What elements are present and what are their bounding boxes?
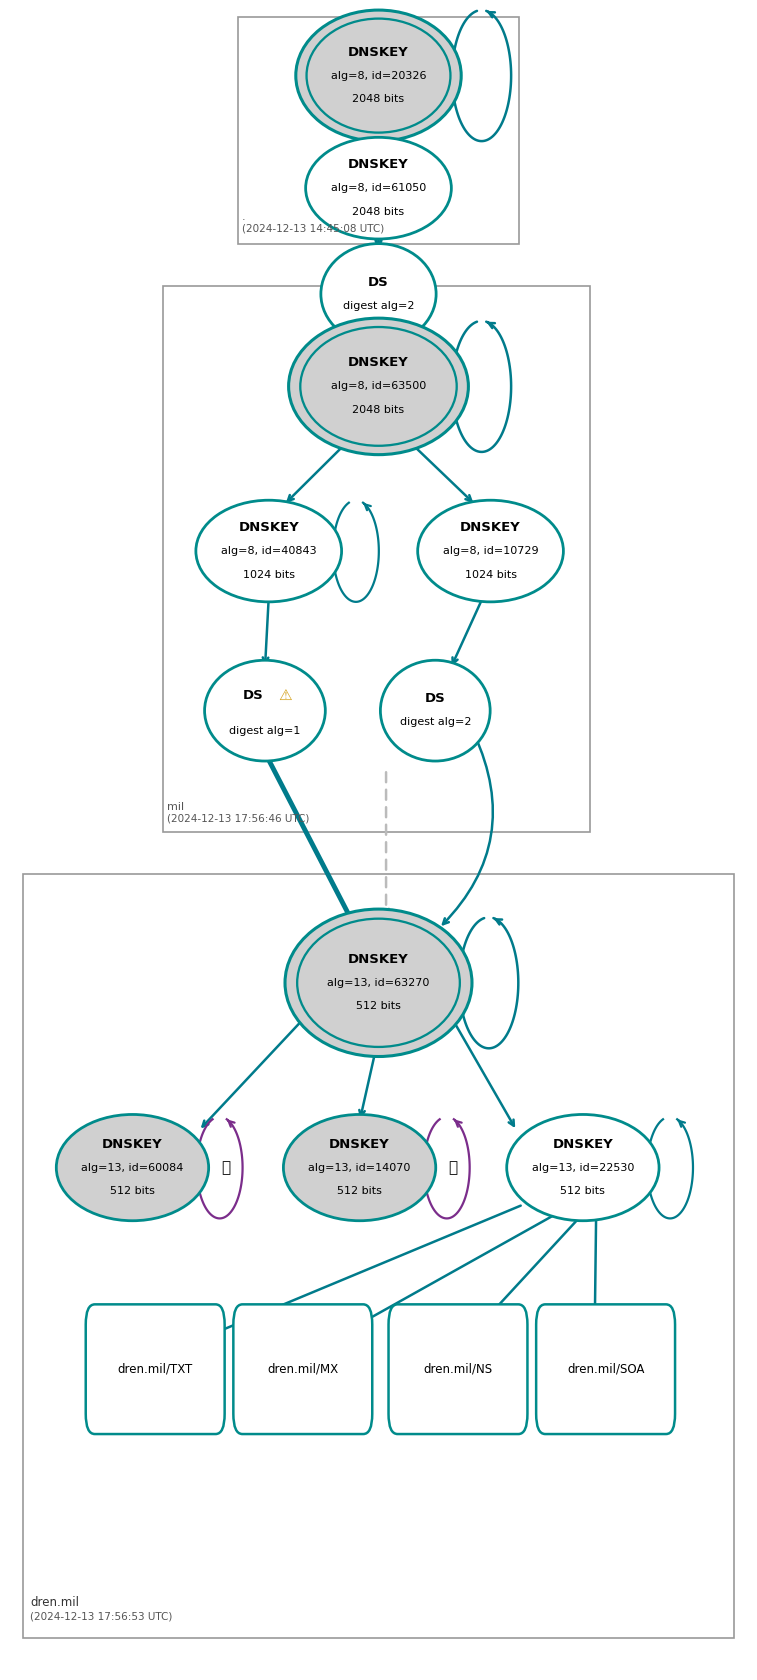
Text: DNSKEY: DNSKEY (553, 1137, 613, 1151)
Text: dren.mil: dren.mil (30, 1596, 79, 1609)
Text: 2048 bits: 2048 bits (353, 207, 404, 217)
Text: digest alg=1: digest alg=1 (229, 726, 301, 736)
Text: DNSKEY: DNSKEY (238, 521, 299, 534)
Text: DS: DS (243, 689, 264, 702)
Ellipse shape (56, 1114, 209, 1221)
Text: alg=8, id=40843: alg=8, id=40843 (221, 546, 316, 556)
Text: alg=8, id=61050: alg=8, id=61050 (331, 183, 426, 193)
FancyBboxPatch shape (86, 1304, 225, 1435)
Text: alg=13, id=63270: alg=13, id=63270 (327, 978, 430, 988)
Text: 🔺: 🔺 (222, 1161, 231, 1174)
Text: 1024 bits: 1024 bits (465, 570, 516, 580)
Text: 2048 bits: 2048 bits (353, 405, 404, 415)
Ellipse shape (306, 138, 451, 239)
FancyBboxPatch shape (163, 286, 590, 832)
Ellipse shape (380, 660, 491, 761)
Ellipse shape (288, 318, 469, 455)
Text: 512 bits: 512 bits (110, 1186, 155, 1196)
Text: alg=8, id=20326: alg=8, id=20326 (331, 71, 426, 81)
Text: DNSKEY: DNSKEY (348, 45, 409, 59)
FancyBboxPatch shape (233, 1304, 372, 1435)
Text: 512 bits: 512 bits (560, 1186, 606, 1196)
Text: DNSKEY: DNSKEY (348, 953, 409, 966)
Text: alg=13, id=60084: alg=13, id=60084 (81, 1163, 184, 1173)
Text: 2048 bits: 2048 bits (353, 94, 404, 104)
Text: (2024-12-13 17:56:53 UTC): (2024-12-13 17:56:53 UTC) (30, 1611, 173, 1621)
Text: 🔺: 🔺 (449, 1161, 458, 1174)
Text: digest alg=2: digest alg=2 (400, 717, 471, 727)
Text: alg=13, id=22530: alg=13, id=22530 (531, 1163, 634, 1173)
Ellipse shape (196, 501, 341, 601)
Text: DNSKEY: DNSKEY (348, 356, 409, 370)
Text: .: . (242, 212, 246, 222)
Text: dren.mil/NS: dren.mil/NS (423, 1362, 493, 1376)
Text: alg=8, id=10729: alg=8, id=10729 (443, 546, 538, 556)
Ellipse shape (506, 1114, 659, 1221)
Ellipse shape (204, 660, 326, 761)
FancyBboxPatch shape (238, 17, 519, 244)
Ellipse shape (296, 10, 461, 141)
Text: (2024-12-13 14:45:08 UTC): (2024-12-13 14:45:08 UTC) (242, 223, 385, 234)
Text: 512 bits: 512 bits (356, 1001, 401, 1011)
FancyBboxPatch shape (536, 1304, 675, 1435)
Text: (2024-12-13 17:56:46 UTC): (2024-12-13 17:56:46 UTC) (167, 813, 309, 823)
Text: DS: DS (368, 276, 389, 289)
Ellipse shape (418, 501, 563, 601)
FancyBboxPatch shape (23, 874, 734, 1638)
Text: dren.mil/TXT: dren.mil/TXT (117, 1362, 193, 1376)
Ellipse shape (321, 244, 436, 344)
Text: dren.mil/SOA: dren.mil/SOA (567, 1362, 644, 1376)
Text: alg=13, id=14070: alg=13, id=14070 (308, 1163, 411, 1173)
Text: alg=8, id=63500: alg=8, id=63500 (331, 381, 426, 391)
Text: 1024 bits: 1024 bits (243, 570, 294, 580)
Text: DNSKEY: DNSKEY (102, 1137, 163, 1151)
Text: DNSKEY: DNSKEY (348, 158, 409, 171)
Text: DNSKEY: DNSKEY (460, 521, 521, 534)
Text: DS: DS (425, 692, 446, 706)
Text: 512 bits: 512 bits (337, 1186, 382, 1196)
Text: digest alg=2: digest alg=2 (343, 301, 414, 311)
FancyBboxPatch shape (388, 1304, 528, 1435)
Text: DNSKEY: DNSKEY (329, 1137, 390, 1151)
Text: dren.mil/MX: dren.mil/MX (267, 1362, 338, 1376)
Text: ⚠: ⚠ (279, 689, 292, 702)
Ellipse shape (285, 909, 472, 1057)
Ellipse shape (283, 1114, 436, 1221)
Text: mil: mil (167, 801, 184, 811)
